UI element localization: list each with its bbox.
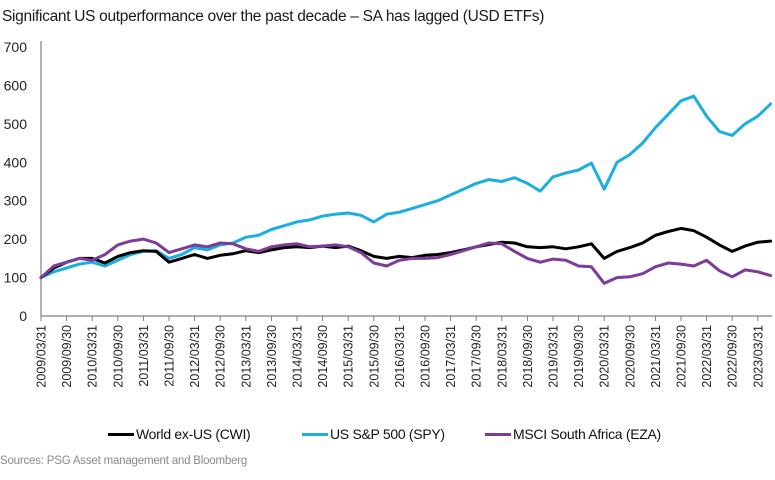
legend-swatch-cwi bbox=[108, 432, 134, 436]
y-tick-label: 600 bbox=[4, 77, 28, 93]
legend-item-cwi: World ex-US (CWI) bbox=[108, 426, 251, 442]
x-tick-label: 2021/09/30 bbox=[675, 325, 689, 388]
x-tick-label: 2017/09/30 bbox=[470, 325, 484, 388]
x-axis: 2009/03/31 2009/09/30 2010/03/31 2010/09/30… bbox=[35, 315, 772, 388]
legend-swatch-eza bbox=[485, 432, 511, 436]
y-tick-label: 0 bbox=[19, 308, 27, 324]
legend-label-spy: US S&P 500 (SPY) bbox=[330, 426, 445, 442]
y-axis: 0 100 200 300 400 500 600 700 bbox=[4, 39, 42, 324]
x-tick-label: 2010/09/30 bbox=[111, 325, 125, 388]
x-tick-label: 2018/03/31 bbox=[495, 325, 509, 388]
y-tick-label: 200 bbox=[4, 231, 28, 247]
x-tick-label: 2022/09/30 bbox=[726, 325, 740, 388]
x-tick-label: 2010/03/31 bbox=[86, 325, 100, 388]
x-tick-label: 2019/09/30 bbox=[572, 325, 586, 388]
x-tick-label: 2018/09/30 bbox=[521, 325, 535, 388]
x-tick-label: 2011/09/30 bbox=[163, 325, 177, 387]
legend-label-eza: MSCI South Africa (EZA) bbox=[513, 426, 661, 442]
x-tick-label: 2020/09/30 bbox=[623, 325, 637, 388]
legend-item-spy: US S&P 500 (SPY) bbox=[302, 426, 445, 442]
x-tick-label: 2012/09/30 bbox=[214, 325, 228, 388]
x-tick-label: 2022/03/31 bbox=[700, 325, 714, 388]
x-tick-label: 2020/03/31 bbox=[598, 325, 612, 388]
x-tick-label: 2016/09/30 bbox=[419, 325, 433, 388]
x-tick-label: 2017/03/31 bbox=[444, 325, 458, 388]
x-tick-label: 2012/03/31 bbox=[188, 325, 202, 388]
x-tick-label: 2013/09/30 bbox=[265, 325, 279, 388]
y-tick-label: 400 bbox=[4, 154, 28, 170]
x-tick-label: 2016/03/31 bbox=[393, 325, 407, 388]
series-layer bbox=[39, 94, 773, 285]
x-tick-label: 2009/03/31 bbox=[35, 325, 49, 388]
x-tick-label: 2019/03/31 bbox=[547, 325, 561, 388]
series-line-spy bbox=[39, 94, 773, 280]
y-tick-label: 300 bbox=[4, 193, 28, 209]
y-tick-label: 700 bbox=[4, 39, 28, 55]
x-tick-label: 2014/03/31 bbox=[291, 325, 305, 388]
x-tick-label: 2011/03/31 bbox=[137, 325, 151, 387]
source-note: Sources: PSG Asset management and Bloomb… bbox=[0, 455, 248, 467]
x-tick-label: 2023/03/31 bbox=[751, 325, 765, 388]
legend: World ex-US (CWI) US S&P 500 (SPY) MSCI … bbox=[0, 426, 775, 446]
x-tick-label: 2009/09/30 bbox=[60, 325, 74, 388]
series-line-eza bbox=[39, 237, 773, 285]
series-line-cwi bbox=[39, 226, 773, 280]
x-tick-label: 2013/03/31 bbox=[239, 325, 253, 388]
x-tick-label: 2021/03/31 bbox=[649, 325, 663, 388]
legend-label-cwi: World ex-US (CWI) bbox=[136, 426, 251, 442]
x-tick-label: 2015/09/30 bbox=[367, 325, 381, 388]
x-tick-label: 2015/03/31 bbox=[342, 325, 356, 388]
chart-title: Significant US outperformance over the p… bbox=[2, 8, 545, 25]
x-tick-label: 2014/09/30 bbox=[316, 325, 330, 388]
legend-item-eza: MSCI South Africa (EZA) bbox=[485, 426, 661, 442]
y-tick-label: 500 bbox=[4, 116, 28, 132]
legend-swatch-spy bbox=[302, 432, 328, 436]
y-tick-label: 100 bbox=[4, 270, 28, 286]
line-chart: 0 100 200 300 400 500 600 700 2009/03/31 2009/09… bbox=[4, 39, 773, 388]
